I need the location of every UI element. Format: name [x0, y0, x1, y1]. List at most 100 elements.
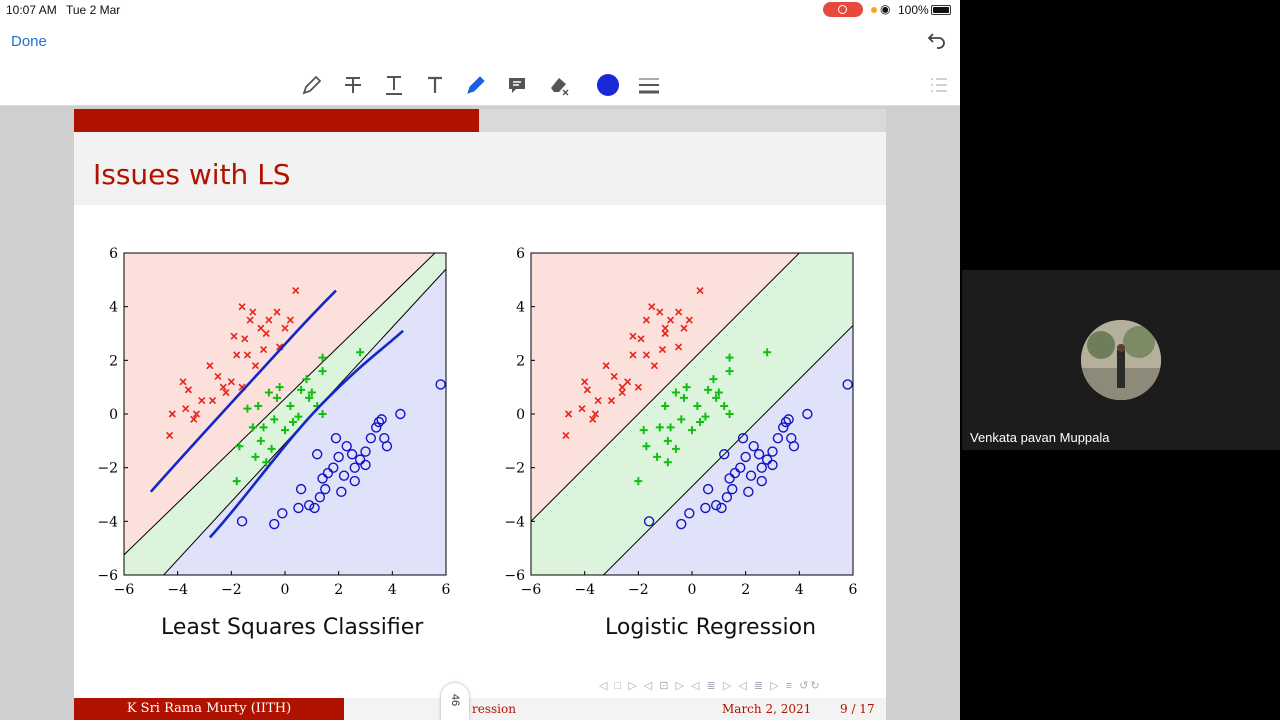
video-participant-tile[interactable]: Venkata pavan Muppala	[962, 270, 1280, 450]
data-point-plus	[232, 477, 241, 486]
x-tick-label: 2	[741, 582, 750, 598]
data-point-circle	[756, 475, 767, 487]
data-point-circle	[718, 449, 730, 460]
data-point-plus	[356, 348, 365, 357]
data-point-plus	[294, 412, 303, 421]
data-point-circle	[772, 432, 784, 444]
data-point-plus	[281, 426, 289, 435]
data-point-plus	[248, 423, 257, 432]
plot-regions	[531, 253, 853, 575]
x-tick-label: −2	[628, 582, 649, 598]
list-icon[interactable]	[927, 73, 951, 97]
data-point-x	[168, 410, 176, 418]
data-point-x	[273, 308, 281, 316]
y-tick-label: −2	[97, 461, 118, 477]
page-badge-text: 46	[449, 693, 462, 707]
screen-recording-icon[interactable]	[823, 2, 863, 17]
pen-icon[interactable]	[464, 73, 488, 97]
data-point-x	[610, 372, 618, 380]
data-point-x	[257, 324, 265, 332]
data-point-circle	[780, 416, 792, 428]
data-point-plus	[262, 458, 271, 467]
data-point-x	[602, 362, 610, 370]
y-tick-label: −2	[504, 461, 525, 477]
data-point-plus	[254, 401, 263, 410]
data-point-plus	[663, 458, 672, 467]
data-point-circle	[314, 491, 326, 503]
data-point-plus	[725, 367, 734, 376]
data-point-x	[182, 405, 190, 413]
data-point-x	[661, 324, 669, 332]
data-point-x	[589, 415, 597, 423]
data-point-circle	[716, 502, 727, 514]
data-point-circle	[710, 500, 722, 511]
x-tick-label: 4	[795, 582, 804, 598]
data-point-plus	[267, 444, 276, 453]
underline-text-icon[interactable]	[382, 73, 406, 97]
data-point-plus	[270, 415, 279, 424]
data-point-x	[565, 410, 573, 418]
x-tick-label: 6	[442, 582, 451, 598]
data-point-plus	[677, 415, 686, 424]
x-tick-label: −6	[114, 582, 135, 598]
data-point-plus	[639, 426, 648, 435]
data-point-circle	[842, 379, 853, 390]
x-tick-label: 0	[688, 582, 697, 598]
battery-percent: 100%	[898, 3, 929, 17]
data-point-circle	[802, 408, 813, 420]
data-point-circle	[336, 486, 347, 498]
page-number-badge[interactable]: 46	[441, 683, 469, 720]
data-point-x	[179, 378, 187, 386]
eraser-icon[interactable]	[547, 73, 571, 97]
data-point-circle	[735, 462, 746, 473]
data-point-circle	[341, 440, 352, 452]
data-point-plus	[655, 423, 664, 432]
line-width-icon[interactable]	[637, 73, 661, 97]
data-point-circle	[311, 449, 323, 460]
y-tick-label: −6	[504, 568, 525, 584]
battery-icon	[931, 5, 951, 15]
data-point-plus	[272, 393, 281, 402]
beamer-nav-icons[interactable]: ◁ □ ▷ ◁ ⊡ ▷ ◁ ≣ ▷ ◁ ≣ ▷ ≡ ↺↻	[599, 680, 822, 692]
data-point-circle	[320, 483, 331, 495]
text-icon[interactable]	[423, 73, 447, 97]
y-tick-label: −4	[97, 514, 118, 530]
undo-icon[interactable]	[924, 28, 948, 52]
data-point-x	[233, 351, 241, 359]
data-point-x	[243, 351, 251, 359]
data-point-x	[656, 308, 664, 316]
data-point-x	[607, 397, 616, 405]
data-point-circle	[346, 449, 358, 460]
data-point-x	[238, 303, 246, 311]
progress-fill	[74, 109, 480, 132]
data-point-circle	[277, 508, 288, 519]
pencil-icon[interactable]	[300, 73, 324, 97]
data-point-circle	[330, 432, 342, 444]
navigation-bar: Done	[0, 20, 960, 64]
data-point-circle	[756, 462, 767, 473]
color-picker[interactable]	[597, 74, 619, 96]
boundary-line	[124, 253, 436, 556]
data-point-plus	[653, 452, 662, 461]
data-point-plus	[709, 375, 718, 384]
data-point-x	[214, 372, 222, 380]
y-tick-label: 0	[516, 407, 525, 423]
footer-date: March 2, 2021	[722, 702, 812, 716]
data-point-x	[246, 316, 254, 324]
logistic-regression-plot: −6 −4 −2 0 2 4 6 6 4 2 0 −2 −4 −6	[504, 246, 857, 598]
data-point-circle	[727, 483, 738, 495]
data-point-plus	[302, 375, 311, 384]
data-point-x	[219, 383, 227, 391]
comment-icon[interactable]	[505, 73, 529, 97]
data-point-circle	[349, 462, 360, 473]
data-point-x	[680, 324, 688, 332]
data-point-plus	[307, 388, 316, 397]
data-point-x	[198, 397, 206, 405]
data-point-circle	[767, 446, 778, 457]
data-point-x	[696, 287, 704, 295]
data-point-circle	[338, 470, 350, 481]
done-button[interactable]: Done	[11, 33, 47, 50]
data-point-plus	[318, 353, 327, 362]
data-point-plus	[634, 477, 643, 486]
strike-text-icon[interactable]	[341, 73, 365, 97]
